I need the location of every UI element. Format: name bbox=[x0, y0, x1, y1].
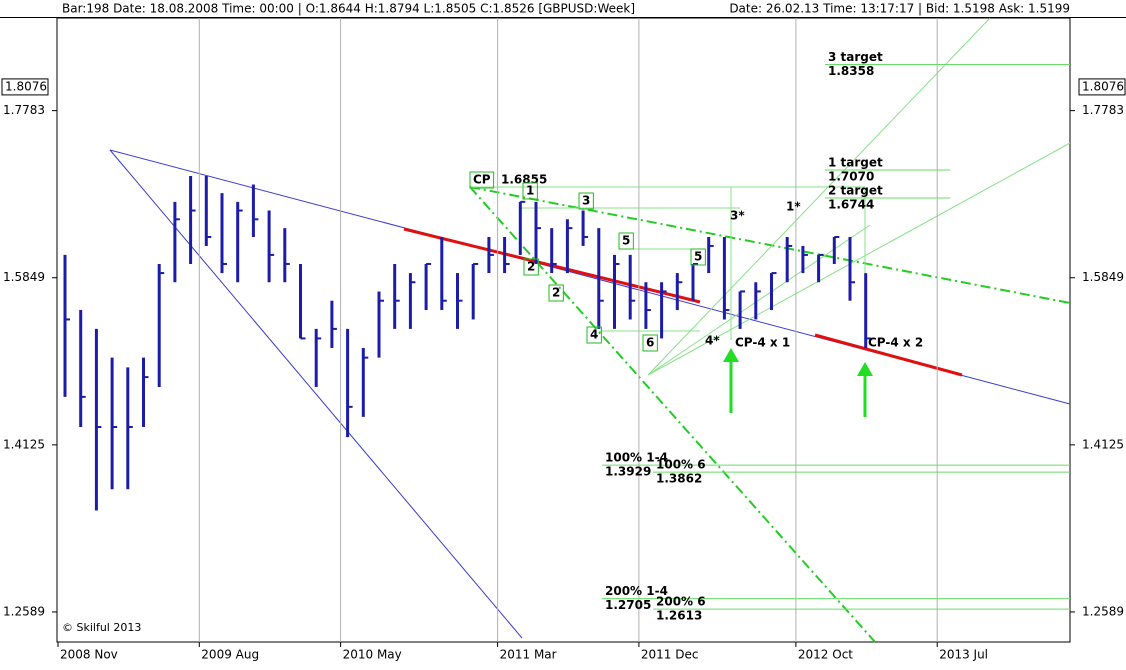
trendline bbox=[109, 149, 523, 639]
fan-line bbox=[647, 17, 991, 376]
level-name: 200% 1-4 bbox=[605, 584, 668, 598]
y-tick-label: 1.5849 bbox=[3, 270, 45, 284]
header-left: Bar:198 Date: 18.08.2008 Time: 00:00 | O… bbox=[62, 2, 635, 16]
level-value: 1.2613 bbox=[656, 609, 702, 623]
annotation: 4 bbox=[590, 328, 598, 342]
label-box bbox=[522, 182, 538, 200]
annotation: 2 bbox=[527, 260, 535, 274]
label-box bbox=[523, 258, 539, 276]
annotation: 4* bbox=[705, 334, 720, 348]
label-box bbox=[586, 326, 602, 344]
level-value: 1.3862 bbox=[656, 472, 702, 486]
level-name: 2 target bbox=[828, 184, 883, 198]
level-name: 100% 6 bbox=[656, 458, 706, 472]
x-tick-label: 2010 May bbox=[343, 648, 402, 662]
level-value: 1.2705 bbox=[605, 598, 651, 612]
level-name: 200% 6 bbox=[656, 595, 706, 609]
label-box bbox=[548, 284, 564, 302]
annotation: 3* bbox=[730, 209, 745, 223]
level-name: 1 target bbox=[828, 156, 883, 170]
fan-line bbox=[647, 142, 1071, 376]
annotation: 1* bbox=[786, 200, 801, 214]
x-tick-label: 2011 Mar bbox=[500, 648, 557, 662]
label-box bbox=[618, 232, 634, 250]
y-tick-label: 1.7783 bbox=[3, 103, 45, 117]
price-marker-box bbox=[1, 78, 49, 96]
annotation: 2 bbox=[552, 286, 560, 300]
level-value: 1.6744 bbox=[828, 198, 874, 212]
y-tick-label: 1.4125 bbox=[3, 437, 45, 451]
label-box bbox=[690, 248, 706, 266]
x-tick-label: 2008 Nov bbox=[60, 648, 118, 662]
x-tick-label: 2012 Oct bbox=[798, 648, 853, 662]
price-marker: 1.8076 bbox=[5, 79, 47, 93]
x-tick-label: 2011 Dec bbox=[641, 648, 699, 662]
annotation: CP-4 x 2 bbox=[868, 336, 923, 350]
annotation: 5 bbox=[694, 250, 702, 264]
y-tick-label: 1.2589 bbox=[3, 604, 45, 618]
annotation: © Skilful 2013 bbox=[62, 621, 141, 634]
arrow-head bbox=[857, 362, 873, 376]
annotation: CP-4 x 1 bbox=[735, 336, 790, 350]
annotation: 1.6855 bbox=[501, 173, 547, 187]
level-value: 1.3929 bbox=[605, 465, 651, 479]
y-tick-label: 1.4125 bbox=[1082, 437, 1124, 451]
level-name: 100% 1-4 bbox=[605, 451, 668, 465]
level-name: 3 target bbox=[828, 50, 883, 64]
header-right: Date: 26.02.13 Time: 13:17:17 | Bid: 1.5… bbox=[729, 2, 1070, 16]
annotation: CP bbox=[473, 173, 491, 187]
channel-line bbox=[469, 186, 1071, 304]
x-tick-label: 2009 Aug bbox=[201, 648, 259, 662]
label-box bbox=[578, 192, 594, 210]
y-tick-label: 1.5849 bbox=[1082, 270, 1124, 284]
annotation: 1 bbox=[526, 184, 534, 198]
annotation: 6 bbox=[646, 336, 654, 350]
annotation: 3 bbox=[582, 194, 590, 208]
x-tick-label: 2013 Jul bbox=[939, 648, 988, 662]
y-tick-label: 1.2589 bbox=[1082, 604, 1124, 618]
level-value: 1.8358 bbox=[828, 64, 874, 78]
price-marker: 1.8076 bbox=[1082, 79, 1124, 93]
level-value: 1.7070 bbox=[828, 170, 874, 184]
y-tick-label: 1.7783 bbox=[1082, 103, 1124, 117]
price-marker-box bbox=[1078, 78, 1126, 96]
arrow-head bbox=[723, 348, 739, 362]
label-box bbox=[469, 171, 495, 189]
label-box bbox=[642, 334, 658, 352]
annotation: 5 bbox=[622, 234, 630, 248]
